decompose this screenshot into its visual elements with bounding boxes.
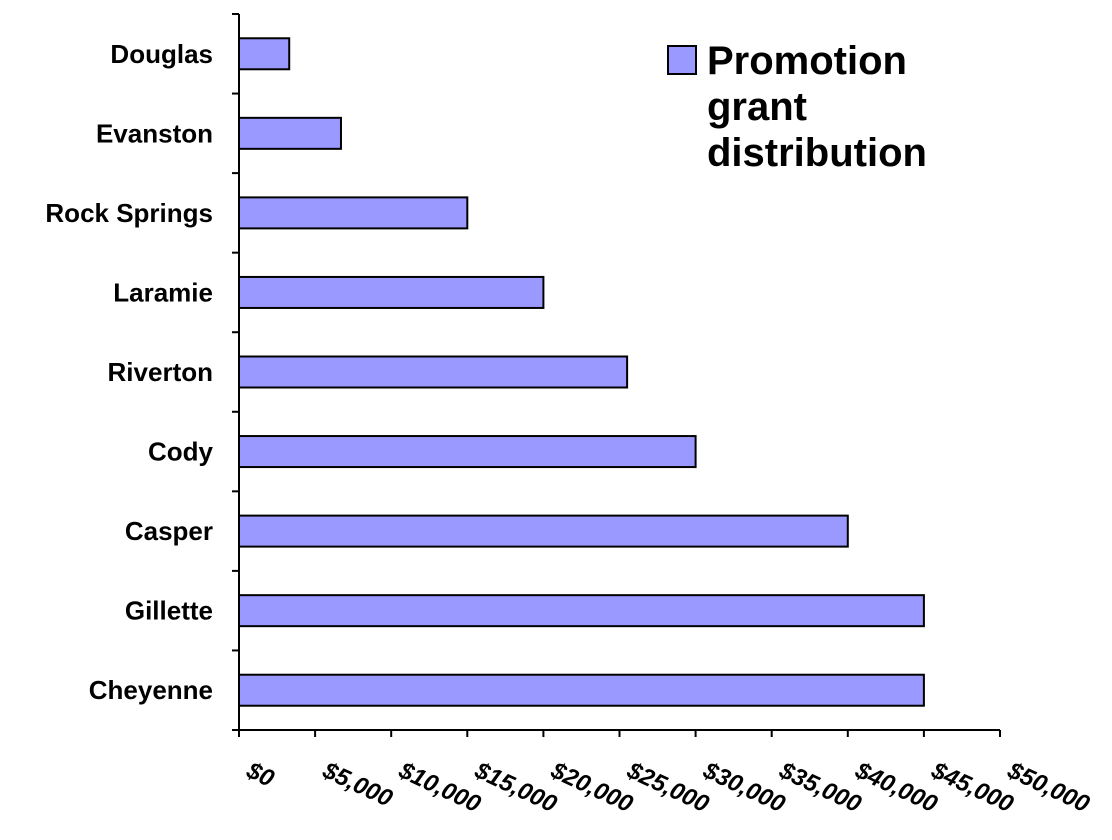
x-tick-label: $5,000 xyxy=(318,757,397,813)
x-tick-label: $35,000 xyxy=(774,757,866,819)
category-label-evanston: Evanston xyxy=(96,118,213,148)
x-tick-label: $10,000 xyxy=(394,757,486,819)
legend-label-line-3: distribution xyxy=(707,131,927,175)
bar-casper xyxy=(238,514,849,548)
category-label-cody: Cody xyxy=(148,437,214,467)
category-label-riverton: Riverton xyxy=(108,357,213,387)
bars-group xyxy=(238,37,925,707)
bar-cheyenne xyxy=(238,673,925,707)
x-axis-tick-labels: $0 $5,000$10,000$15,000$20,000$25,000$30,… xyxy=(242,757,1095,819)
category-label-casper: Casper xyxy=(125,516,213,546)
x-tick-label: $50,000 xyxy=(1003,757,1095,819)
legend: Promotion grant distribution xyxy=(667,39,927,175)
x-tick-label: $25,000 xyxy=(622,757,714,819)
category-label-gillette: Gillette xyxy=(125,596,213,626)
legend-swatch xyxy=(667,45,697,75)
legend-label-line-2: grant xyxy=(707,85,807,129)
x-tick-label: $40,000 xyxy=(850,757,942,819)
bar-riverton xyxy=(238,355,629,389)
bar-evanston xyxy=(238,116,342,150)
x-tick-label: $15,000 xyxy=(470,757,562,819)
category-label-rock-springs: Rock Springs xyxy=(45,198,213,228)
bar-cody xyxy=(238,435,697,469)
category-label-cheyenne: Cheyenne xyxy=(89,675,213,705)
category-label-laramie: Laramie xyxy=(113,277,213,307)
legend-label-line-1: Promotion xyxy=(707,39,907,83)
bar-rock-springs xyxy=(238,196,469,230)
bar-douglas xyxy=(238,37,291,71)
x-tick-label: $20,000 xyxy=(546,757,638,819)
x-tick-label: $30,000 xyxy=(698,757,790,819)
x-axis-ticks xyxy=(238,730,1001,737)
category-labels: Douglas Evanston Rock Springs Laramie Rivert… xyxy=(45,39,213,705)
x-tick-label: $0 xyxy=(242,757,279,793)
x-tick-label: $45,000 xyxy=(926,757,1018,819)
bar-laramie xyxy=(238,275,545,309)
bar-gillette xyxy=(238,594,925,628)
category-label-douglas: Douglas xyxy=(110,39,213,69)
y-axis-ticks xyxy=(232,13,239,731)
